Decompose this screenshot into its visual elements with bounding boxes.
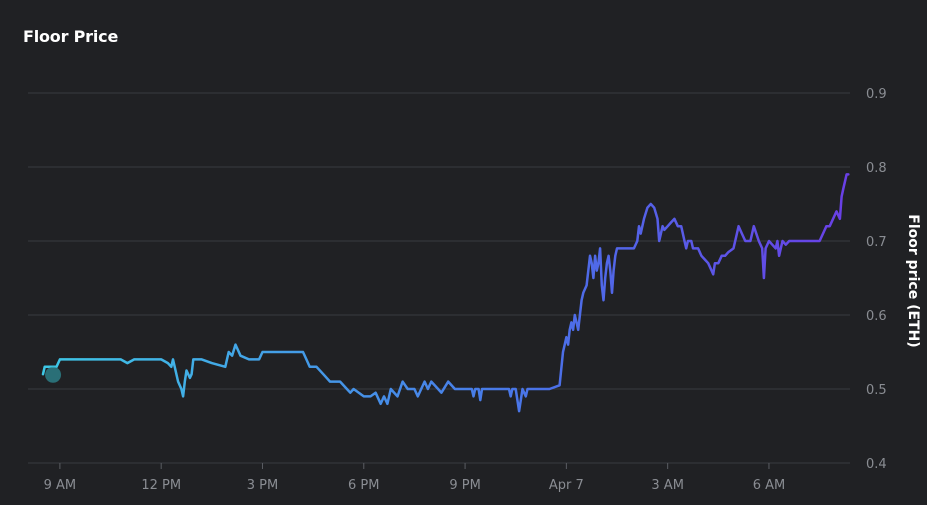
y-tick-label: 0.5 — [866, 383, 887, 398]
x-tick-label: 12 PM — [141, 478, 181, 493]
x-tick-label: 6 PM — [348, 478, 379, 493]
x-tick-label: 6 AM — [753, 478, 786, 493]
series-group — [41, 173, 850, 413]
floor-price-line — [41, 173, 850, 413]
x-tick-label: 3 AM — [651, 478, 684, 493]
y-tick-label: 0.6 — [866, 309, 887, 324]
grid-lines — [28, 92, 850, 464]
y-tick-label: 0.9 — [866, 87, 887, 102]
x-tick-label: 3 PM — [247, 478, 278, 493]
hover-marker[interactable] — [45, 366, 62, 383]
chart-title: Floor Price — [23, 27, 119, 46]
y-tick-label: 0.4 — [866, 457, 887, 472]
x-axis-ticks: 9 AM 12 PM 3 PM 6 PM 9 PM Apr 7 3 AM 6 AM — [44, 463, 786, 493]
x-tick-label: Apr 7 — [549, 478, 584, 493]
x-tick-label: 9 AM — [44, 478, 77, 493]
y-tick-label: 0.7 — [866, 235, 887, 250]
x-tick-label: 9 PM — [449, 478, 480, 493]
y-axis-ticks: 0.4 0.5 0.6 0.7 0.8 0.9 — [866, 87, 887, 472]
y-tick-label: 0.8 — [866, 161, 887, 176]
